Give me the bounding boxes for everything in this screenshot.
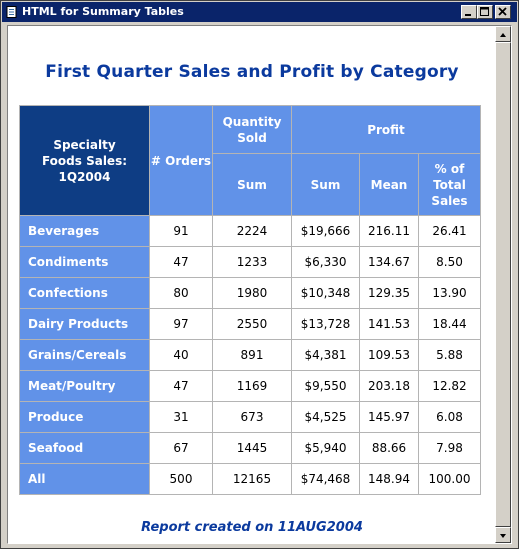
close-icon (498, 7, 507, 16)
orders-cell: 31 (150, 402, 212, 432)
quantity-sum-cell: 1233 (213, 247, 291, 277)
quantity-sum-cell: 891 (213, 340, 291, 370)
profit-mean-cell: 134.67 (360, 247, 418, 277)
percent-total-cell: 5.88 (419, 340, 480, 370)
quantity-sum-cell: 1980 (213, 278, 291, 308)
orders-cell: 47 (150, 247, 212, 277)
category-row-header: Seafood (20, 433, 149, 463)
table-row: Seafood 67 1445 $5,940 88.66 7.98 (20, 433, 480, 463)
profit-mean-cell: 203.18 (360, 371, 418, 401)
profit-mean-cell: 145.97 (360, 402, 418, 432)
orders-cell: 47 (150, 371, 212, 401)
document-view: First Quarter Sales and Profit by Catego… (7, 25, 512, 544)
percent-total-cell: 8.50 (419, 247, 480, 277)
percent-total-cell: 6.08 (419, 402, 480, 432)
profit-sum-cell: $13,728 (292, 309, 359, 339)
percent-total-cell: 13.90 (419, 278, 480, 308)
window-title: HTML for Summary Tables (22, 5, 184, 18)
profit-sum-cell: $5,940 (292, 433, 359, 463)
category-row-header: Produce (20, 402, 149, 432)
arrow-down-icon (500, 534, 506, 538)
minimize-button[interactable] (461, 5, 477, 19)
profit-group-header: Profit (292, 106, 480, 153)
profit-mean-cell: 216.11 (360, 216, 418, 246)
document-icon (6, 6, 17, 18)
percent-total-cell: 100.00 (419, 464, 480, 494)
profit-sum-cell: $19,666 (292, 216, 359, 246)
profit-mean-cell: 141.53 (360, 309, 418, 339)
maximize-button[interactable] (477, 5, 493, 19)
category-row-header: Grains/Cereals (20, 340, 149, 370)
report-title: First Quarter Sales and Profit by Catego… (45, 62, 459, 82)
orders-cell: 67 (150, 433, 212, 463)
orders-cell: 91 (150, 216, 212, 246)
profit-sum-cell: $9,550 (292, 371, 359, 401)
scroll-down-button[interactable] (495, 527, 511, 543)
table-corner-label: Specialty Foods Sales: 1Q2004 (20, 106, 149, 215)
table-row: Meat/Poultry 47 1169 $9,550 203.18 12.82 (20, 371, 480, 401)
table-row: Grains/Cereals 40 891 $4,381 109.53 5.88 (20, 340, 480, 370)
orders-cell: 80 (150, 278, 212, 308)
percent-total-cell: 7.98 (419, 433, 480, 463)
minimize-icon (465, 14, 471, 16)
vertical-scrollbar[interactable] (495, 26, 511, 543)
quantity-sum-cell: 1169 (213, 371, 291, 401)
table-row: Condiments 47 1233 $6,330 134.67 8.50 (20, 247, 480, 277)
category-row-header: Confections (20, 278, 149, 308)
report-footer: Report created on 11AUG2004 (141, 520, 363, 535)
percent-total-cell: 18.44 (419, 309, 480, 339)
profit-sum-cell: $4,525 (292, 402, 359, 432)
quantity-sum-header: Sum (213, 154, 291, 215)
quantity-sold-group-header: Quantity Sold (213, 106, 291, 153)
profit-mean-cell: 129.35 (360, 278, 418, 308)
category-row-header: Beverages (20, 216, 149, 246)
title-bar[interactable]: HTML for Summary Tables (2, 2, 517, 22)
quantity-sum-cell: 12165 (213, 464, 291, 494)
orders-column-header: # Orders (150, 106, 212, 215)
maximize-icon (480, 7, 489, 16)
profit-sum-cell: $4,381 (292, 340, 359, 370)
scroll-thumb[interactable] (495, 42, 511, 527)
quantity-sum-cell: 2550 (213, 309, 291, 339)
close-button[interactable] (495, 5, 511, 19)
profit-mean-cell: 88.66 (360, 433, 418, 463)
table-row: Produce 31 673 $4,525 145.97 6.08 (20, 402, 480, 432)
profit-mean-header: Mean (360, 154, 418, 215)
profit-mean-cell: 148.94 (360, 464, 418, 494)
orders-cell: 40 (150, 340, 212, 370)
orders-cell: 97 (150, 309, 212, 339)
table-row: All 500 12165 $74,468 148.94 100.00 (20, 464, 480, 494)
category-row-header: All (20, 464, 149, 494)
profit-sum-cell: $6,330 (292, 247, 359, 277)
scroll-up-button[interactable] (495, 26, 511, 42)
percent-total-cell: 26.41 (419, 216, 480, 246)
profit-sum-cell: $10,348 (292, 278, 359, 308)
profit-sum-header: Sum (292, 154, 359, 215)
percent-total-cell: 12.82 (419, 371, 480, 401)
profit-sum-cell: $74,468 (292, 464, 359, 494)
summary-table: Specialty Foods Sales: 1Q2004 # Orders Q… (19, 105, 481, 495)
arrow-up-icon (500, 33, 506, 37)
profit-mean-cell: 109.53 (360, 340, 418, 370)
table-row: Confections 80 1980 $10,348 129.35 13.90 (20, 278, 480, 308)
percent-total-sales-header: % of Total Sales (419, 154, 480, 215)
category-row-header: Dairy Products (20, 309, 149, 339)
category-row-header: Condiments (20, 247, 149, 277)
quantity-sum-cell: 1445 (213, 433, 291, 463)
quantity-sum-cell: 2224 (213, 216, 291, 246)
orders-cell: 500 (150, 464, 212, 494)
quantity-sum-cell: 673 (213, 402, 291, 432)
table-row: Dairy Products 97 2550 $13,728 141.53 18.44 (20, 309, 480, 339)
category-row-header: Meat/Poultry (20, 371, 149, 401)
table-row: Beverages 91 2224 $19,666 216.11 26.41 (20, 216, 480, 246)
